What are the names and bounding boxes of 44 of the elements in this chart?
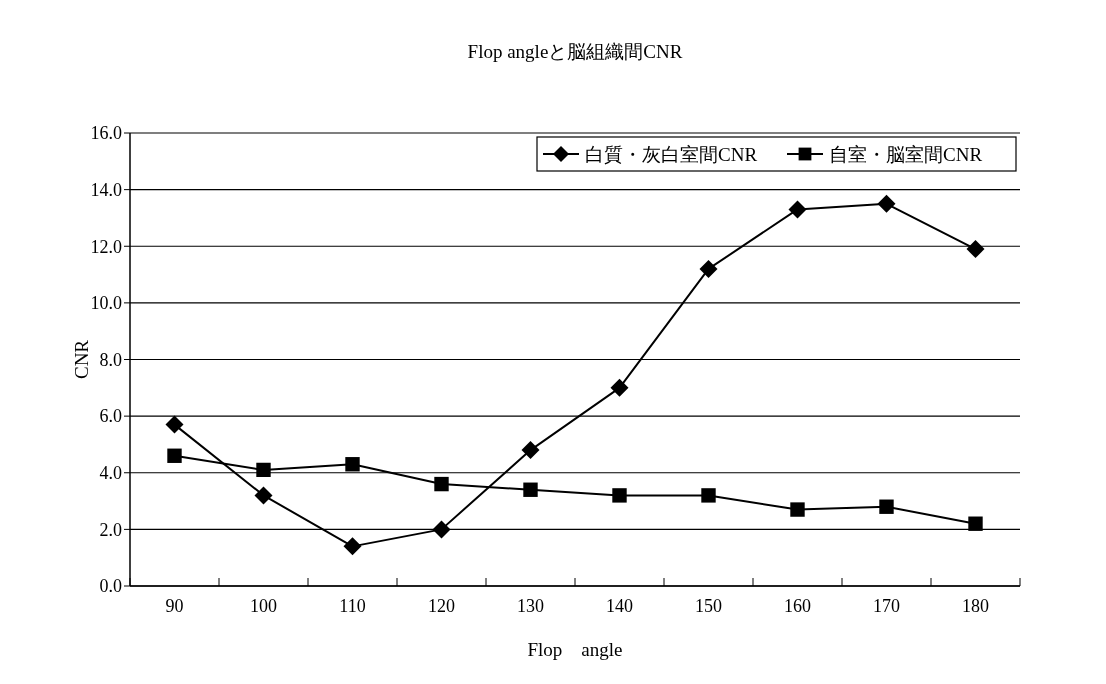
point <box>343 537 362 556</box>
point <box>701 488 716 503</box>
x-tick-label: 100 <box>250 596 277 616</box>
point <box>345 457 360 472</box>
x-tick-label: 140 <box>606 596 633 616</box>
point <box>434 476 449 492</box>
chart-title: Flop angleと脳組織間CNR <box>467 41 683 62</box>
x-tick-label: 160 <box>784 596 811 616</box>
point <box>788 200 807 219</box>
x-tick-label: 120 <box>428 596 455 616</box>
x-tick-label: 90 <box>165 596 184 616</box>
x-axis-title: Flop angle <box>527 639 623 660</box>
x-tick-label: 110 <box>339 596 366 616</box>
point <box>877 194 896 213</box>
point <box>879 499 894 514</box>
y-tick-label: 12.0 <box>90 236 122 257</box>
y-tick-label: 6.0 <box>99 406 122 427</box>
point <box>610 378 629 397</box>
x-tick-label: 170 <box>873 596 900 616</box>
point <box>612 488 627 503</box>
legend-label: 自室・脳室間CNR <box>829 143 983 165</box>
y-tick-label: 8.0 <box>99 349 122 370</box>
x-tick-label: 180 <box>962 596 989 616</box>
y-tick-label: 2.0 <box>99 519 122 540</box>
y-tick-label: 14.0 <box>90 179 122 200</box>
point <box>165 415 184 434</box>
y-axis-title: CNR <box>71 339 92 380</box>
y-tick-label: 0.0 <box>99 576 122 597</box>
point <box>790 502 805 517</box>
point <box>167 448 182 463</box>
x-tick-label: 150 <box>695 596 722 616</box>
y-tick-label: 4.0 <box>99 463 122 484</box>
point <box>968 516 983 531</box>
point <box>966 240 985 259</box>
point <box>521 441 540 460</box>
y-tick-label: 10.0 <box>90 293 122 314</box>
x-tick-label: 130 <box>517 596 544 616</box>
point <box>256 462 271 478</box>
y-tick-label: 16.0 <box>90 123 122 144</box>
point <box>699 259 718 278</box>
legend-label: 白質・灰白室間CNR <box>585 143 758 165</box>
point <box>254 486 273 505</box>
point <box>432 520 451 539</box>
point <box>523 482 538 497</box>
